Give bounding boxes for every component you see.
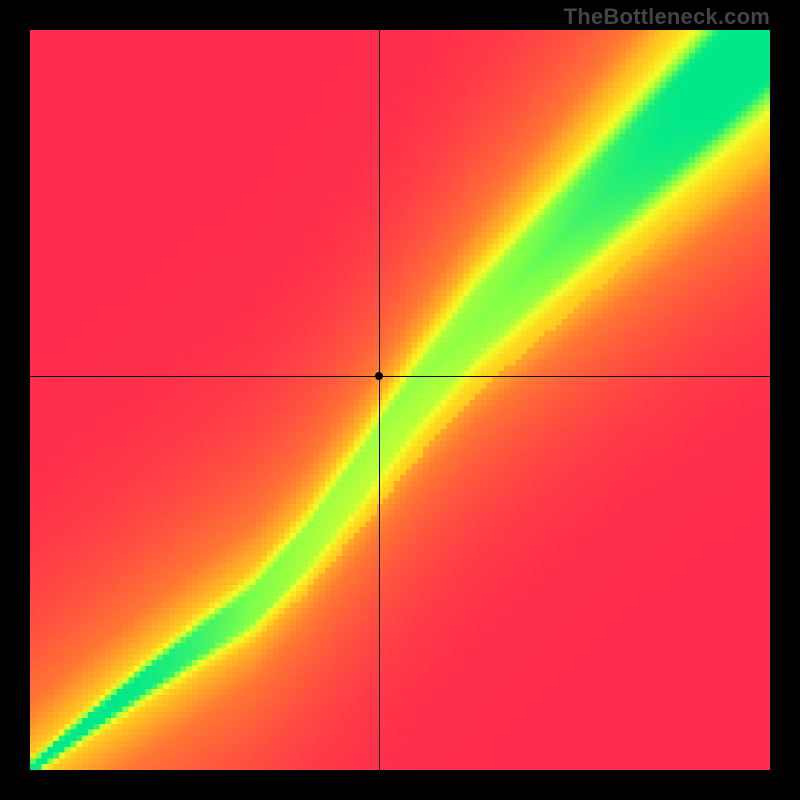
crosshair-vertical <box>379 30 380 770</box>
bottleneck-heatmap <box>30 30 770 770</box>
selection-marker <box>375 372 383 380</box>
heatmap-canvas <box>30 30 770 770</box>
watermark-text: TheBottleneck.com <box>564 4 770 30</box>
crosshair-horizontal <box>30 376 770 377</box>
